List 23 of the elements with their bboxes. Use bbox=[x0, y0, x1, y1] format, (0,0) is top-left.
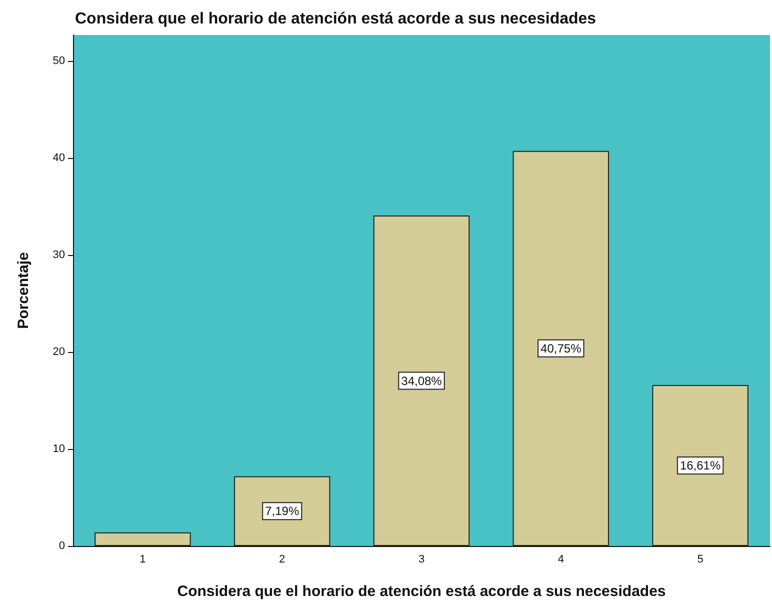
y-axis-title: Porcentaje bbox=[15, 252, 32, 329]
y-tick-label: 30 bbox=[52, 249, 65, 262]
x-axis-title: Considera que el horario de atención está acorde a sus necesidades bbox=[177, 583, 666, 600]
y-tick-label: 0 bbox=[58, 540, 65, 552]
bar bbox=[652, 384, 748, 546]
bar bbox=[234, 476, 330, 546]
x-tick-label: 4 bbox=[558, 554, 564, 566]
bar bbox=[94, 532, 191, 546]
bar bbox=[512, 150, 609, 546]
x-tick-label: 1 bbox=[140, 554, 146, 566]
chart-title: Considera que el horario de atención está acorde a sus necesidades bbox=[75, 10, 596, 28]
y-tick-label: 10 bbox=[52, 443, 65, 456]
x-tick-label: 2 bbox=[279, 554, 286, 566]
data-label: 16,61% bbox=[680, 458, 721, 472]
y-tick-label: 40 bbox=[52, 152, 65, 164]
y-tick-label: 20 bbox=[52, 346, 65, 358]
x-tick-label: 3 bbox=[418, 554, 425, 566]
data-label: 7,19% bbox=[265, 504, 300, 518]
data-label: 34,08% bbox=[401, 374, 442, 388]
x-tick-label: 5 bbox=[697, 554, 704, 566]
bar bbox=[373, 216, 470, 546]
y-tick-label: 50 bbox=[52, 55, 65, 68]
data-label: 40,75% bbox=[540, 341, 582, 356]
